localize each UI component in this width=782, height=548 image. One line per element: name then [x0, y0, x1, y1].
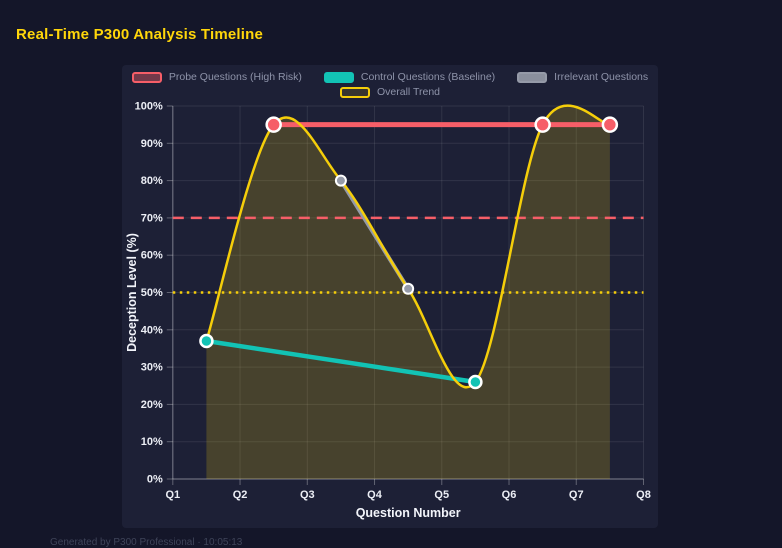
data-point-irrelevant-questions[interactable]	[402, 282, 415, 295]
x-axis-tick-label: Q7	[569, 489, 584, 501]
legend-row: Probe Questions (High Risk) Control Quest…	[131, 71, 648, 83]
y-axis-tick-label: 90%	[141, 138, 163, 150]
x-axis-title: Question Number	[356, 506, 461, 520]
x-axis-tick-label: Q5	[434, 489, 449, 501]
chart-panel: Probe Questions (High Risk) Control Quest…	[122, 65, 658, 528]
y-axis-tick-label: 80%	[141, 175, 163, 187]
y-axis-tick-label: 50%	[141, 287, 163, 299]
y-axis-tick-label: 0%	[147, 474, 163, 486]
legend-item-overall-trend[interactable]: Overall Trend	[339, 86, 441, 98]
y-axis-tick-label: 60%	[141, 250, 163, 262]
chart-canvas: 0% 10% 20% 30% 40% 50% 60% 70% 80% 90% 100% Q1 Q2 Q3 Q…	[125, 101, 651, 521]
x-axis-tick-label: Q4	[367, 489, 383, 501]
legend-row: Overall Trend	[339, 86, 441, 98]
legend-label: Probe Questions (High Risk)	[168, 71, 302, 83]
x-axis-tick-label: Q6	[502, 489, 517, 501]
legend-swatch-icon	[517, 71, 548, 83]
legend-label: Overall Trend	[376, 86, 441, 98]
legend-swatch-icon	[131, 71, 162, 83]
data-point-irrelevant-questions[interactable]	[334, 174, 347, 187]
y-axis-title: Deception Level (%)	[125, 233, 139, 352]
legend-swatch-icon	[339, 86, 370, 98]
series-line-control-questions-baseline	[204, 338, 478, 385]
footer-note: Generated by P300 Professional · 10:05:1…	[50, 537, 243, 548]
legend-swatch-icon	[323, 71, 354, 83]
data-point-probe-questions-high-risk[interactable]	[534, 116, 551, 133]
legend-label: Irrelevant Questions	[554, 71, 649, 83]
data-point-control-questions-baseline[interactable]	[468, 374, 483, 390]
legend-label: Control Questions (Baseline)	[360, 71, 496, 83]
x-axis-tick-label: Q2	[233, 489, 248, 501]
x-axis-tick-label: Q1	[165, 489, 180, 501]
legend-item-probe-questions-high-risk[interactable]: Probe Questions (High Risk)	[131, 71, 302, 83]
y-axis-tick-label: 30%	[141, 362, 163, 374]
legend-item-irrelevant-questions[interactable]: Irrelevant Questions	[517, 71, 648, 83]
y-axis-tick-label: 10%	[141, 436, 163, 448]
legend-item-control-questions-baseline[interactable]: Control Questions (Baseline)	[323, 71, 496, 83]
chart-legend: Probe Questions (High Risk) Control Quest…	[122, 71, 658, 98]
x-axis-tick-label: Q8	[636, 489, 651, 501]
y-axis-tick-label: 40%	[141, 324, 163, 336]
x-axis-tick-label: Q3	[300, 489, 315, 501]
data-point-probe-questions-high-risk[interactable]	[601, 116, 619, 133]
data-point-control-questions-baseline[interactable]	[199, 333, 214, 349]
page-title: Real-Time P300 Analysis Timeline	[16, 26, 264, 43]
y-axis-tick-label: 70%	[141, 212, 163, 224]
data-point-probe-questions-high-risk[interactable]	[265, 116, 282, 133]
y-axis-tick-label: 100%	[135, 101, 163, 113]
y-axis-tick-label: 20%	[141, 399, 163, 411]
